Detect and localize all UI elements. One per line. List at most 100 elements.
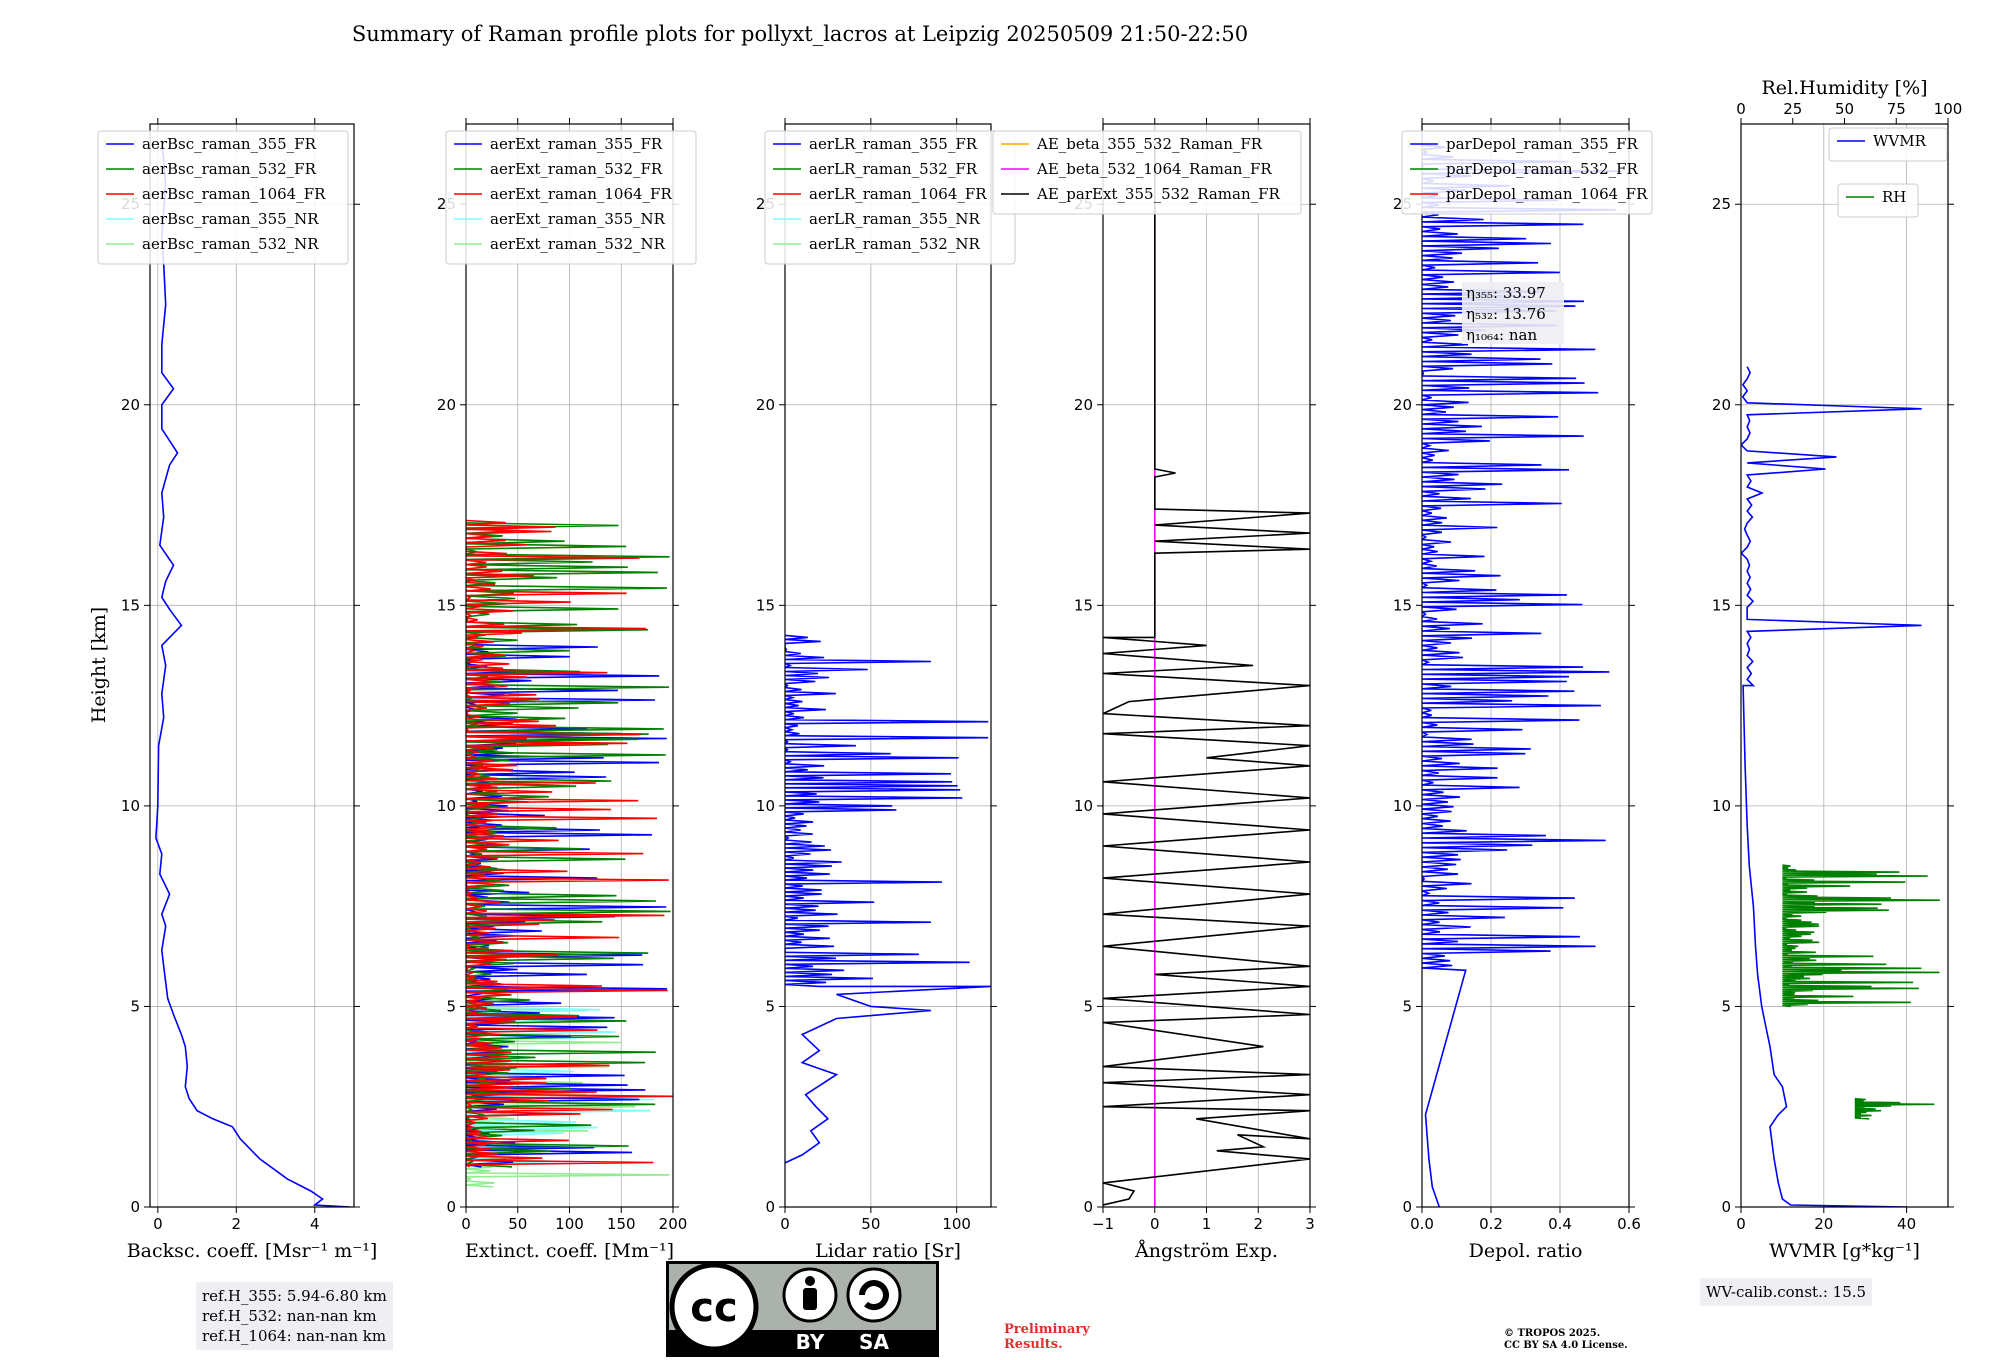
legend-entry: aerBsc_raman_532_FR [142,160,317,178]
panel-lr: 0501000510152025Lidar ratio [Sr]aerLR_ra… [756,118,1016,1262]
legend-entry: aerLR_raman_355_NR [809,210,980,228]
y-tick-label: 15 [1393,596,1412,614]
y-tick-label: 15 [1074,596,1093,614]
eta-annotation-line: η₅₃₂: 13.76 [1466,305,1546,323]
y-tick-label: 15 [756,596,775,614]
x-tick-label: 3 [1305,1215,1315,1233]
legend-entry: aerLR_raman_532_NR [809,235,980,253]
y-tick-label: 0 [1402,1198,1412,1216]
top-axis-label: Rel.Humidity [%] [1761,77,1927,99]
series-RH [1782,864,1940,1008]
series-WVMR [1741,366,1922,1207]
panel-ae: −101230510152025Ångström Exp.AE_beta_355… [992,118,1316,1262]
y-tick-label: 5 [1721,997,1731,1015]
panel-bsc: 0240510152025Backsc. coeff. [Msr⁻¹ m⁻¹]a… [97,118,378,1262]
by-label: BY [796,1330,825,1354]
top-x-tick-label: 50 [1835,100,1854,118]
cc-by-sa-license-badge: cc BY SA [666,1261,939,1357]
y-tick-label: 5 [130,997,140,1015]
reference-height-info: ref.H_355: 5.94-6.80 km ref.H_532: nan-n… [196,1282,393,1350]
top-x-tick-label: 100 [1934,100,1963,118]
wv-calibration-info: WV-calib.const.: 15.5 [1700,1278,1873,1306]
series-RH [1854,1097,1935,1120]
y-tick-label: 20 [1393,396,1412,414]
y-tick-label: 0 [446,1198,456,1216]
x-axis-label: Ångström Exp. [1134,1240,1278,1262]
legend-entry: aerExt_raman_355_NR [490,210,666,228]
legend-entry: AE_beta_532_1064_Raman_FR [1036,160,1272,178]
sa-label: SA [859,1330,889,1354]
y-tick-label: 10 [1074,797,1093,815]
y-tick-label: 15 [437,596,456,614]
y-tick-label: 20 [1712,396,1731,414]
y-tick-label: 25 [1712,195,1731,213]
x-axis-label: Extinct. coeff. [Mm⁻¹] [465,1240,674,1262]
y-tick-label: 20 [1074,396,1093,414]
x-tick-label: 2 [1253,1215,1263,1233]
by-person-head [805,1276,815,1286]
eta-annotation-line: η₁₀₆₄: nan [1466,326,1537,344]
x-tick-label: 0.0 [1410,1215,1434,1233]
series-aerLR_raman_355_FR [785,634,991,1164]
legend-entry: aerExt_raman_1064_FR [490,185,672,203]
x-tick-label: 0 [153,1215,163,1233]
y-tick-label: 5 [1402,997,1412,1015]
y-tick-label: 10 [756,797,775,815]
x-axis-label: Backsc. coeff. [Msr⁻¹ m⁻¹] [127,1240,378,1262]
legend-entry: aerBsc_raman_355_FR [142,135,317,153]
y-axis-label: Height [km] [88,607,110,723]
top-x-tick-label: 75 [1887,100,1906,118]
x-tick-label: 0 [780,1215,790,1233]
series-parDepol_raman_355_FR [1422,144,1622,1207]
legend-entry: aerBsc_raman_355_NR [142,210,319,228]
x-tick-label: 0.6 [1617,1215,1641,1233]
eta-annotation-box [1462,282,1564,344]
ref-h-532: ref.H_532: nan-nan km [202,1307,377,1325]
plot-area [1422,144,1622,1207]
top-x-tick-label: 0 [1736,100,1746,118]
legend-entry: parDepol_raman_355_FR [1446,135,1639,153]
y-tick-label: 10 [1393,797,1412,815]
sa-share-alike-icon [846,1267,902,1323]
plot-area [155,139,351,1207]
legend-entry: aerBsc_raman_1064_FR [142,185,326,203]
plot-area [785,634,991,1164]
plot-area [466,519,673,1188]
y-tick-label: 20 [756,396,775,414]
x-tick-label: 40 [1897,1215,1916,1233]
y-tick-label: 0 [130,1198,140,1216]
x-tick-label: 50 [508,1215,527,1233]
sa-arc [859,1280,889,1311]
x-axis-label: WVMR [g*kg⁻¹] [1769,1240,1920,1262]
ref-h-355: ref.H_355: 5.94-6.80 km [202,1287,387,1305]
legend-entry: AE_parExt_355_532_Raman_FR [1036,185,1281,203]
legend-frame [992,130,1302,215]
preliminary-results-note: Preliminary Results. [1004,1322,1090,1352]
legend-entry: aerExt_raman_355_FR [490,135,663,153]
x-tick-label: 0 [461,1215,471,1233]
y-tick-label: 0 [765,1198,775,1216]
x-tick-label: 4 [310,1215,320,1233]
legend-entry: AE_beta_355_532_Raman_FR [1036,135,1263,153]
legend-frame [445,130,697,265]
legend-frame [1828,127,1948,162]
y-tick-label: 10 [121,797,140,815]
legend-entry: WVMR [1873,132,1927,150]
panel-ext: 0501001502000510152025Extinct. coeff. [M… [437,118,697,1262]
y-tick-label: 0 [1721,1198,1731,1216]
x-tick-label: 100 [555,1215,584,1233]
wv-calib-const: WV-calib.const.: 15.5 [1706,1283,1867,1301]
y-tick-label: 10 [437,797,456,815]
panel-dep: 0.00.20.40.60510152025Depol. ratioparDep… [1393,118,1653,1262]
plot-area [1103,144,1310,1207]
copyright-note: © TROPOS 2025. CC BY SA 4.0 License. [1504,1328,1628,1352]
legend-frame [1401,130,1653,215]
figure-title: Summary of Raman profile plots for polly… [351,22,1249,46]
y-tick-label: 5 [446,997,456,1015]
series-aerExt_raman_1064_FR [466,519,673,1168]
legend2-frame [1837,183,1919,218]
by-person-body [803,1288,817,1310]
top-x-tick-label: 25 [1783,100,1802,118]
legend-entry: parDepol_raman_1064_FR [1446,185,1648,203]
